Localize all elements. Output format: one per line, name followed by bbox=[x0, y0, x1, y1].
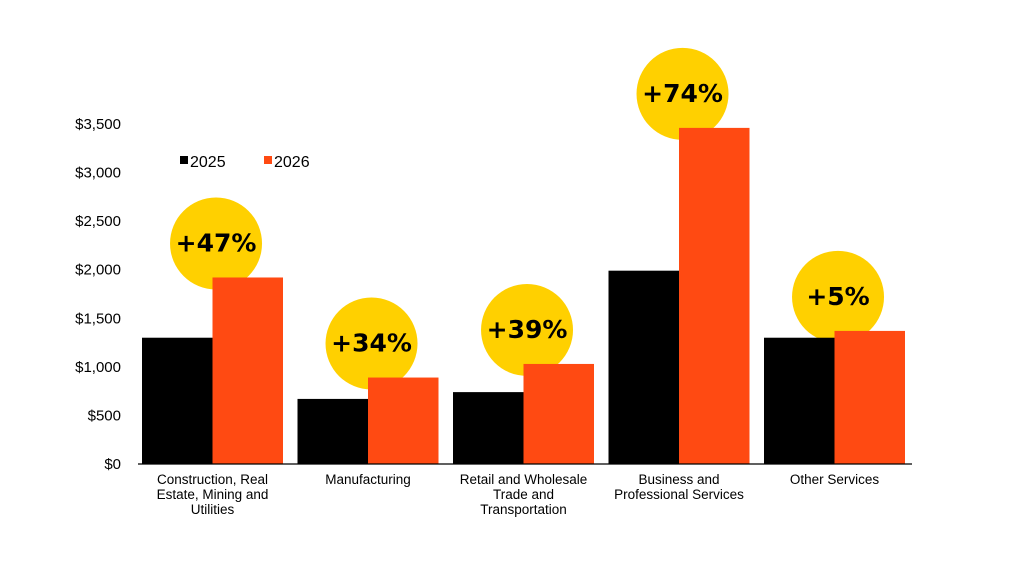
change-label: +39% bbox=[487, 315, 568, 344]
bar-2025 bbox=[453, 392, 524, 464]
legend: 2025 2026 bbox=[180, 154, 310, 171]
y-tick-label: $3,500 bbox=[75, 116, 121, 133]
category-label: Construction, Real Estate, Mining and Util… bbox=[157, 472, 269, 517]
bar-2025 bbox=[142, 337, 213, 464]
category-label: Other Services bbox=[790, 472, 880, 487]
y-tick-label: $0 bbox=[104, 456, 121, 473]
bar-2026 bbox=[834, 330, 905, 464]
change-circles bbox=[170, 47, 885, 390]
change-label: +47% bbox=[176, 228, 257, 257]
bar-2025 bbox=[764, 337, 835, 464]
change-labels: +47% +34% +39% +74% +5% bbox=[176, 79, 870, 358]
change-label: +74% bbox=[642, 79, 723, 108]
y-tick-label: $2,000 bbox=[75, 262, 121, 279]
legend-swatch-2026 bbox=[264, 156, 272, 164]
change-circle bbox=[481, 283, 574, 376]
category-label: Manufacturing bbox=[325, 472, 411, 487]
bar-2026 bbox=[679, 127, 750, 464]
y-axis-ticks: $0 $500 $1,000 $1,500 $2,000 $2,500 $3,000 $3,5… bbox=[75, 116, 121, 473]
y-tick-label: $3,000 bbox=[75, 165, 121, 182]
category-label-line: Utilities bbox=[191, 502, 235, 517]
category-label: Retail and Wholesale Trade and Transportat… bbox=[460, 472, 588, 517]
y-tick-label: $1,500 bbox=[75, 310, 121, 327]
y-tick-label: $1,000 bbox=[75, 359, 121, 376]
category-label: Business and Professional Services bbox=[614, 472, 744, 502]
legend-label-2026: 2026 bbox=[274, 154, 310, 171]
category-label-line: Construction, Real bbox=[157, 472, 268, 487]
category-label-line: Transportation bbox=[480, 502, 567, 517]
change-circle bbox=[636, 47, 729, 140]
category-label-line: Estate, Mining and bbox=[157, 487, 269, 502]
bar-2026 bbox=[368, 377, 439, 464]
bars bbox=[142, 127, 905, 464]
change-circle bbox=[170, 197, 263, 290]
category-label-line: Professional Services bbox=[614, 487, 744, 502]
change-label: +5% bbox=[806, 282, 869, 311]
bar-2025 bbox=[297, 398, 368, 464]
legend-swatch-2025 bbox=[180, 156, 188, 164]
category-label-line: Other Services bbox=[790, 472, 880, 487]
y-tick-label: $2,500 bbox=[75, 213, 121, 230]
x-axis-labels: Construction, Real Estate, Mining and Util… bbox=[157, 472, 880, 517]
category-label-line: Trade and bbox=[493, 487, 554, 502]
bar-2026 bbox=[523, 363, 594, 464]
change-label: +34% bbox=[331, 329, 412, 358]
category-label-line: Business and bbox=[638, 472, 719, 487]
bar-2026 bbox=[212, 277, 283, 464]
change-circle bbox=[325, 297, 418, 390]
y-tick-label: $500 bbox=[88, 407, 121, 424]
category-label-line: Manufacturing bbox=[325, 472, 411, 487]
legend-label-2025: 2025 bbox=[190, 154, 226, 171]
change-circle bbox=[792, 250, 885, 343]
bar-2025 bbox=[608, 270, 679, 464]
category-label-line: Retail and Wholesale bbox=[460, 472, 588, 487]
